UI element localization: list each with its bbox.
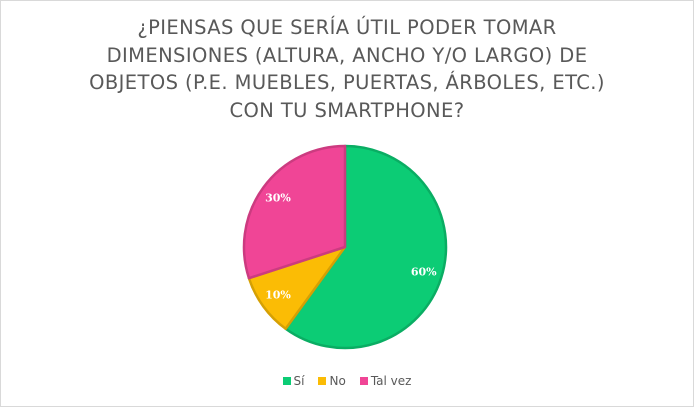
data-label-si: 60% xyxy=(411,266,437,279)
data-label-tal-vez: 30% xyxy=(265,191,291,204)
pie-slice-si[interactable] xyxy=(284,144,448,350)
legend: Sí No Tal vez xyxy=(1,374,693,388)
legend-label-no: No xyxy=(329,374,346,388)
legend-item-tal-vez[interactable]: Tal vez xyxy=(359,374,412,388)
chart-title-line-4: CON TU SMARTPHONE? xyxy=(229,98,465,122)
chart-title-line-1: ¿PIENSAS QUE SERÍA ÚTIL PODER TOMAR xyxy=(137,16,557,39)
chart-title-line-2: DIMENSIONES (ALTURA, ANCHO Y/O LARGO) DE xyxy=(106,43,588,67)
pie-slices xyxy=(242,144,448,350)
data-label-no: 10% xyxy=(265,289,291,302)
legend-item-no[interactable]: No xyxy=(318,374,346,388)
legend-swatch-no xyxy=(318,377,327,385)
legend-swatch-si xyxy=(282,377,291,385)
pie-slice-tal-vez[interactable] xyxy=(242,144,347,280)
legend-swatch-tal-vez xyxy=(359,377,368,385)
pie-data-labels: 60% 10% 30% xyxy=(265,191,437,301)
chart-title-line-3: OBJETOS (P.E. MUEBLES, PUERTAS, ÁRBOLES,… xyxy=(89,71,605,94)
legend-item-si[interactable]: Sí xyxy=(282,374,305,388)
chart-title: ¿PIENSAS QUE SERÍA ÚTIL PODER TOMAR DIME… xyxy=(61,14,633,124)
legend-label-tal-vez: Tal vez xyxy=(370,374,412,388)
legend-label-si: Sí xyxy=(293,374,305,388)
